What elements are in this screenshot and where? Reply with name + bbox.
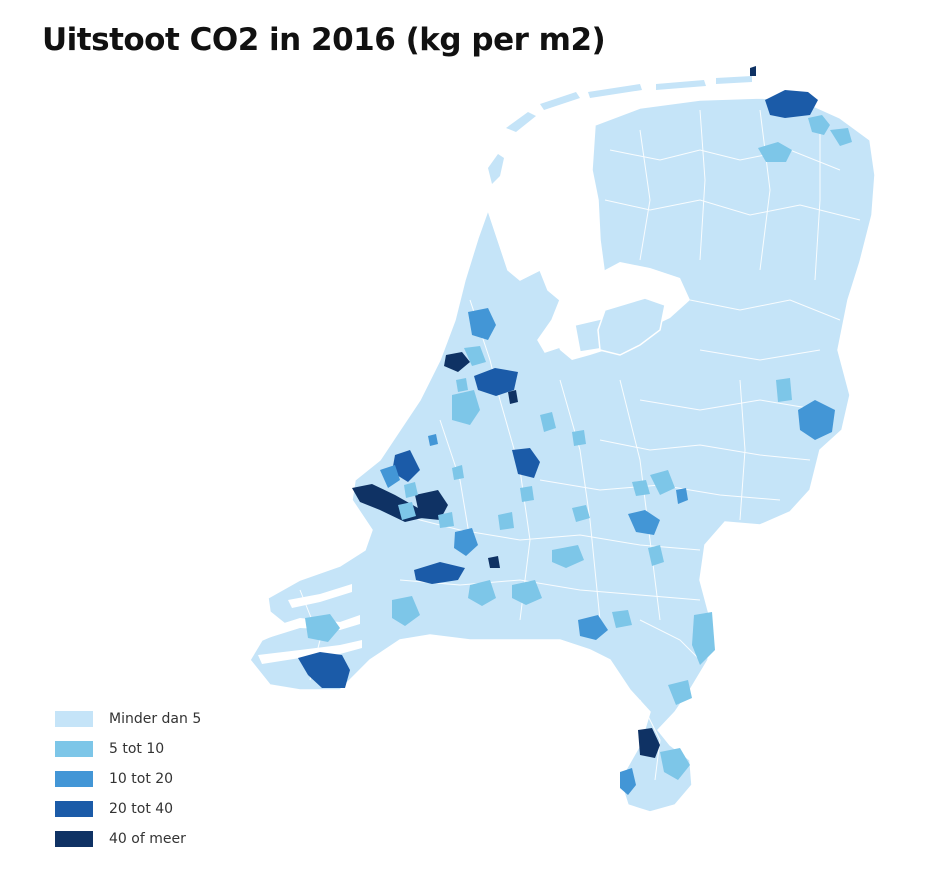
map-title: Uitstoot CO2 in 2016 (kg per m2) [42,22,606,58]
area-delft [404,482,418,498]
legend-item: 40 of meer [55,824,201,854]
area-geleen [638,728,660,758]
legend-swatch-minder-dan-5 [55,711,93,727]
area-amersfoort [572,430,586,446]
area-schiedam [438,512,454,528]
area-zaanstad [464,346,486,366]
area-maastricht [620,768,636,795]
area-haarlem [452,390,480,425]
area-breda [468,580,496,606]
legend-label: 40 of meer [109,831,186,847]
area-heerlen [660,748,690,780]
area-nijmegen [676,488,688,504]
area-eemshaven [765,90,818,118]
area-delfzijl [808,115,830,135]
area-zutphen [650,470,675,495]
flevoland [597,297,666,356]
area-almere [540,412,556,432]
legend-item: 5 tot 10 [55,734,201,764]
area-den-haag [380,465,400,488]
legend-label: 20 tot 40 [109,801,174,817]
area-roermond [668,680,692,705]
area-lelystad [632,480,650,496]
municipal-borders [299,109,861,781]
area-moerdijk [488,556,500,568]
area-vlissingen [305,614,340,642]
area-apeldoorn [776,378,792,402]
legend-swatch-20-tot-40 [55,801,93,817]
area-amsterdam-small [508,390,518,404]
area-gouda [520,486,534,502]
area-groningen [758,142,792,162]
area-rijnmond [392,450,420,482]
legend-item: 10 tot 20 [55,764,201,794]
area-helmond [612,610,632,628]
area-sloe [298,652,350,688]
mainland [249,97,876,813]
area-den-bosch [552,545,584,568]
area-arnhem [628,510,660,535]
map-legend: Minder dan 5 5 tot 10 10 tot 20 20 tot 4… [55,704,201,854]
area-hoek [398,502,416,520]
area-tiel [572,505,590,522]
area-oss [648,545,664,566]
area-haarlemmermeer [468,308,496,340]
area-delfzijl-small [750,66,756,76]
legend-swatch-40-of-meer [55,831,93,847]
wadden-islands [488,76,752,184]
area-gorinchem [454,528,478,556]
emission-areas [298,66,852,795]
area-leiden [428,434,438,446]
area-dordrecht [414,562,465,584]
legend-label: Minder dan 5 [109,711,202,727]
legend-swatch-5-tot-10 [55,741,93,757]
legend-label: 10 tot 20 [109,771,174,787]
area-ijmuiden [444,352,470,372]
area-rotterdam [415,490,448,520]
area-eindhoven [578,615,608,640]
area-nieuwegein [498,512,514,530]
area-velsen [456,378,468,392]
area-venlo [692,612,715,665]
legend-label: 5 tot 10 [109,741,165,757]
legend-item: 20 tot 40 [55,794,201,824]
area-utrecht [512,448,540,478]
area-amsterdam [474,368,518,396]
area-hengelo [798,400,835,440]
area-zoetermeer [452,465,464,480]
legend-item: Minder dan 5 [55,704,201,734]
area-nieuweschans [830,128,852,146]
area-tilburg [512,580,542,605]
legend-swatch-10-tot-20 [55,771,93,787]
area-bergen-op-zoom [392,596,420,626]
